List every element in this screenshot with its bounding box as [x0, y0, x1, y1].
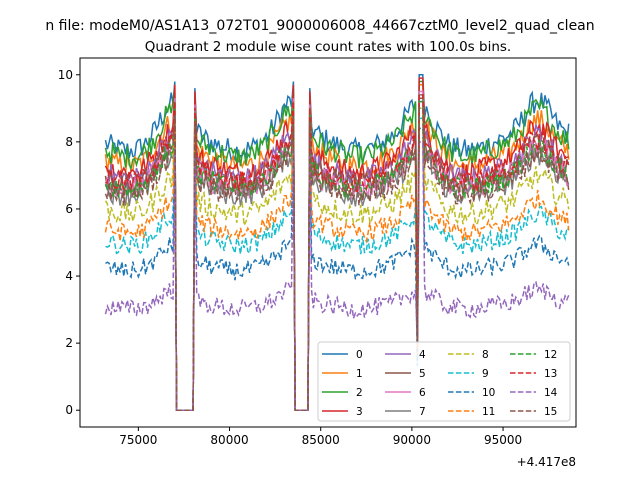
y-tick-label: 4 [65, 269, 73, 283]
x-axis: 75000 80000 85000 90000 95000 [119, 427, 522, 447]
y-tick-label: 2 [65, 336, 73, 350]
series-line-14 [104, 141, 570, 411]
legend-label-12: 12 [544, 349, 557, 361]
x-tick-label: 80000 [210, 433, 248, 447]
x-tick-label: 75000 [119, 433, 157, 447]
legend-label-6: 6 [419, 387, 426, 399]
x-tick-label: 85000 [302, 433, 340, 447]
legend-label-11: 11 [482, 406, 495, 418]
legend-label-1: 1 [356, 368, 363, 380]
legend-label-0: 0 [356, 349, 363, 361]
legend-label-7: 7 [419, 406, 426, 418]
figure-suptitle: n file: modeM0/AS1A13_072T01_9000006008_… [45, 18, 594, 34]
legend-label-8: 8 [482, 349, 489, 361]
legend-label-3: 3 [356, 406, 363, 418]
series-line-15 [104, 107, 570, 411]
x-tick-label: 95000 [484, 433, 522, 447]
y-tick-label: 10 [58, 68, 73, 82]
y-axis: 0 2 4 6 8 10 [58, 68, 80, 417]
plot-series-group [104, 74, 570, 411]
legend-label-15: 15 [544, 406, 557, 418]
legend-label-14: 14 [544, 387, 558, 399]
series-line-13 [105, 94, 569, 411]
x-tick-label: 90000 [393, 433, 431, 447]
x-offset-text: +4.417e8 [517, 455, 576, 469]
y-tick-label: 8 [65, 135, 73, 149]
legend-label-5: 5 [419, 368, 426, 380]
legend-label-4: 4 [419, 349, 426, 361]
legend-label-13: 13 [544, 368, 557, 380]
legend-label-2: 2 [356, 387, 363, 399]
y-tick-label: 0 [65, 403, 73, 417]
legend-box [317, 341, 571, 422]
axes-frame [79, 57, 577, 428]
legend-label-10: 10 [482, 387, 495, 399]
y-tick-label: 6 [65, 202, 73, 216]
legend-label-9: 9 [482, 368, 489, 380]
axes-title: Quadrant 2 module wise count rates with … [145, 39, 511, 55]
